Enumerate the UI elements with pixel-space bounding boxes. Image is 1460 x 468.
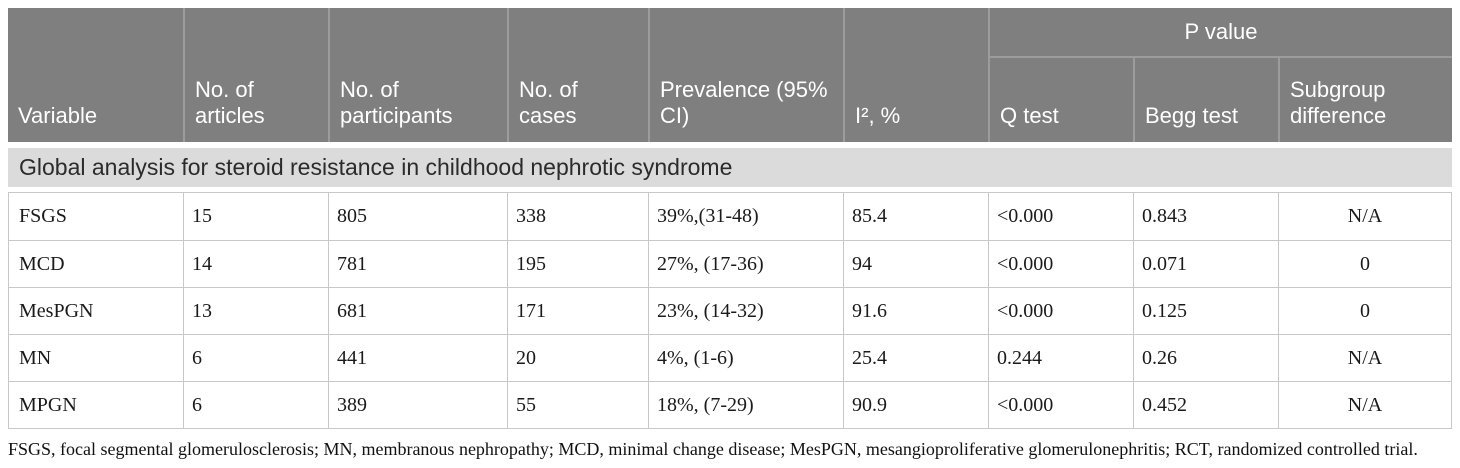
table-row-mpgn: MPGN 6 389 55 18%, (7-29) 90.9 <0.000 0.… <box>9 381 1451 428</box>
cell-cases: 55 <box>507 382 648 428</box>
cell-articles: 14 <box>183 241 328 287</box>
cell-variable: MesPGN <box>19 299 94 322</box>
col-header-prevalence: Prevalence (95% CI) <box>648 8 843 142</box>
table-row-mcd: MCD 14 781 195 27%, (17-36) 94 <0.000 0.… <box>9 240 1451 287</box>
cell-i2: 91.6 <box>843 288 988 334</box>
section-title: Global analysis for steroid resistance i… <box>19 154 733 180</box>
table-header: Variable No. of articles No. of particip… <box>8 8 1452 142</box>
cell-begg-test: 0.843 <box>1133 193 1278 240</box>
cell-articles: 6 <box>183 335 328 381</box>
table-body: FSGS 15 805 338 39%,(31-48) 85.4 <0.000 … <box>8 192 1452 429</box>
cell-participants: 805 <box>328 193 507 240</box>
cell-variable: MCD <box>19 252 65 275</box>
col-header-q-test: Q test <box>988 58 1133 142</box>
cell-participants: 389 <box>328 382 507 428</box>
table-footnote: FSGS, focal segmental glomerulosclerosis… <box>8 439 1418 459</box>
cell-participants: 781 <box>328 241 507 287</box>
cell-q-test: <0.000 <box>988 241 1133 287</box>
cell-prevalence: 27%, (17-36) <box>648 241 843 287</box>
cell-cases: 20 <box>507 335 648 381</box>
cell-subgroup: N/A <box>1278 335 1451 381</box>
table-row-fsgs: FSGS 15 805 338 39%,(31-48) 85.4 <0.000 … <box>9 193 1451 240</box>
cell-prevalence: 39%,(31-48) <box>648 193 843 240</box>
cell-variable: FSGS <box>19 205 67 227</box>
cell-articles: 6 <box>183 382 328 428</box>
cell-i2: 25.4 <box>843 335 988 381</box>
cell-i2: 94 <box>843 241 988 287</box>
cell-begg-test: 0.125 <box>1133 288 1278 334</box>
col-header-articles: No. of articles <box>183 8 328 142</box>
cell-subgroup: N/A <box>1278 193 1451 240</box>
results-table: Variable No. of articles No. of particip… <box>8 8 1452 460</box>
cell-variable: MPGN <box>19 393 77 416</box>
col-header-i2: I², % <box>843 8 988 142</box>
cell-cases: 171 <box>507 288 648 334</box>
section-header-row: Global analysis for steroid resistance i… <box>8 148 1452 187</box>
cell-begg-test: 0.071 <box>1133 241 1278 287</box>
col-header-subgroup-difference: Subgroup difference <box>1278 58 1452 142</box>
cell-i2: 90.9 <box>843 382 988 428</box>
cell-prevalence: 18%, (7-29) <box>648 382 843 428</box>
col-header-cases: No. of cases <box>507 8 648 142</box>
cell-subgroup: 0 <box>1278 288 1451 334</box>
cell-q-test: <0.000 <box>988 382 1133 428</box>
cell-begg-test: 0.452 <box>1133 382 1278 428</box>
col-header-variable: Variable <box>18 103 98 129</box>
col-header-begg-test: Begg test <box>1133 58 1278 142</box>
cell-cases: 195 <box>507 241 648 287</box>
cell-subgroup: N/A <box>1278 382 1451 428</box>
cell-i2: 85.4 <box>843 193 988 240</box>
table-row-mn: MN 6 441 20 4%, (1-6) 25.4 0.244 0.26 N/… <box>9 334 1451 381</box>
cell-participants: 441 <box>328 335 507 381</box>
cell-q-test: <0.000 <box>988 288 1133 334</box>
cell-cases: 338 <box>507 193 648 240</box>
cell-subgroup: 0 <box>1278 241 1451 287</box>
cell-q-test: 0.244 <box>988 335 1133 381</box>
cell-begg-test: 0.26 <box>1133 335 1278 381</box>
cell-participants: 681 <box>328 288 507 334</box>
table-row-mespgn: MesPGN 13 681 171 23%, (14-32) 91.6 <0.0… <box>9 287 1451 334</box>
cell-prevalence: 4%, (1-6) <box>648 335 843 381</box>
cell-q-test: <0.000 <box>988 193 1133 240</box>
col-group-header-p-value: P value <box>988 8 1452 58</box>
cell-prevalence: 23%, (14-32) <box>648 288 843 334</box>
cell-articles: 13 <box>183 288 328 334</box>
col-header-participants: No. of participants <box>328 8 507 142</box>
cell-variable: MN <box>19 346 52 369</box>
cell-articles: 15 <box>183 193 328 240</box>
